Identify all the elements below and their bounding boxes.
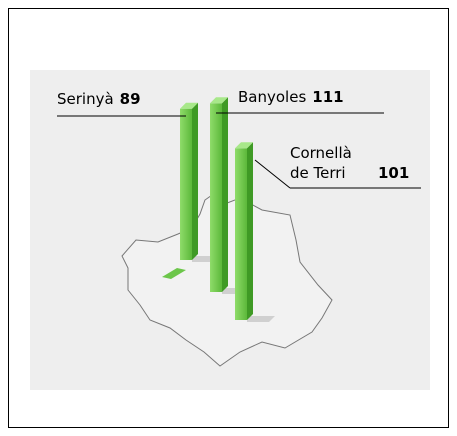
value-label: 101 bbox=[378, 164, 409, 182]
category-label: Cornellà de Terri bbox=[290, 144, 357, 182]
bar-top bbox=[180, 102, 198, 109]
category-label: Banyoles bbox=[238, 88, 306, 106]
label-line: Cornellà bbox=[290, 144, 357, 162]
label-line: de Terri bbox=[290, 164, 346, 182]
leader-line bbox=[254, 159, 291, 189]
bar bbox=[210, 103, 222, 292]
bar-side bbox=[192, 102, 198, 260]
bar bbox=[235, 148, 247, 320]
bar-top bbox=[210, 97, 228, 104]
bar-shadow bbox=[247, 316, 275, 322]
bar-top bbox=[235, 142, 253, 149]
category-label: Serinyà bbox=[57, 90, 114, 108]
bar bbox=[180, 108, 192, 260]
bar-side bbox=[247, 142, 253, 320]
bar-side bbox=[222, 97, 228, 292]
value-label: 111 bbox=[312, 88, 343, 106]
floor-marker bbox=[162, 268, 186, 279]
value-label: 89 bbox=[120, 90, 141, 108]
